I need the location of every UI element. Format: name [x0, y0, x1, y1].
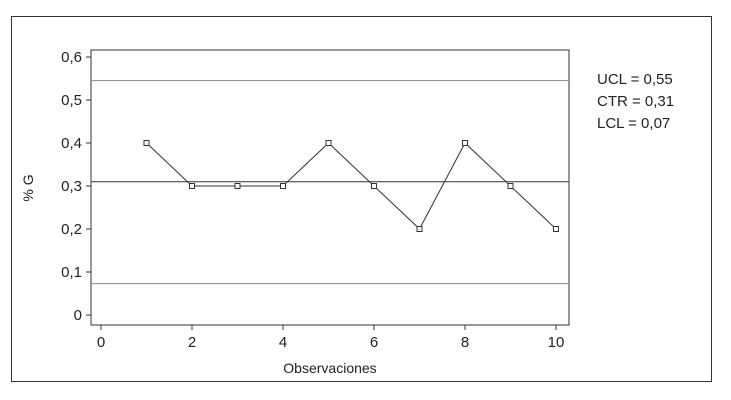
data-point [234, 183, 241, 189]
data-point [280, 183, 286, 189]
series-line [146, 142, 557, 230]
y-tick-label: 0,2 [61, 221, 82, 238]
ctr-label: CTR = 0,31 [597, 93, 674, 110]
lcl-label: LCL = 0,07 [597, 115, 670, 132]
x-tick-label: 2 [188, 334, 196, 351]
ucl-label: UCL = 0,55 [597, 71, 673, 88]
control-limit-labels: UCL = 0,55 CTR = 0,31 LCL = 0,07 [597, 71, 674, 132]
data-point [189, 183, 195, 189]
x-axis-title: Observaciones [283, 360, 376, 376]
y-tick-label: 0,5 [61, 92, 82, 109]
y-tick-label: 0 [74, 307, 82, 324]
x-tick-label: 4 [279, 334, 287, 351]
y-tick-label: 0,4 [61, 135, 82, 152]
y-axis-title: % G [20, 174, 36, 201]
data-point [462, 140, 468, 146]
data-point [507, 183, 514, 189]
x-tick-label: 0 [97, 334, 105, 351]
data-point [553, 226, 559, 232]
control-limit-lines [91, 80, 569, 285]
data-series [143, 140, 559, 232]
y-tick-label: 0,3 [61, 178, 82, 195]
x-tick-label: 6 [370, 334, 378, 351]
data-point [143, 140, 150, 146]
data-point [416, 226, 423, 232]
x-tick-label: 8 [461, 334, 469, 351]
x-tick-label: 10 [548, 334, 565, 351]
chart-frame [11, 16, 712, 382]
y-tick-label: 0,6 [61, 49, 82, 66]
y-tick-label: 0,1 [61, 264, 82, 281]
x-axis: 0 2 4 6 8 10 [97, 325, 565, 351]
data-point [371, 183, 377, 189]
plot-area [90, 49, 570, 326]
data-point [325, 140, 332, 146]
y-axis: 0 0,1 0,2 0,3 0,4 0,5 0,6 [61, 49, 91, 324]
